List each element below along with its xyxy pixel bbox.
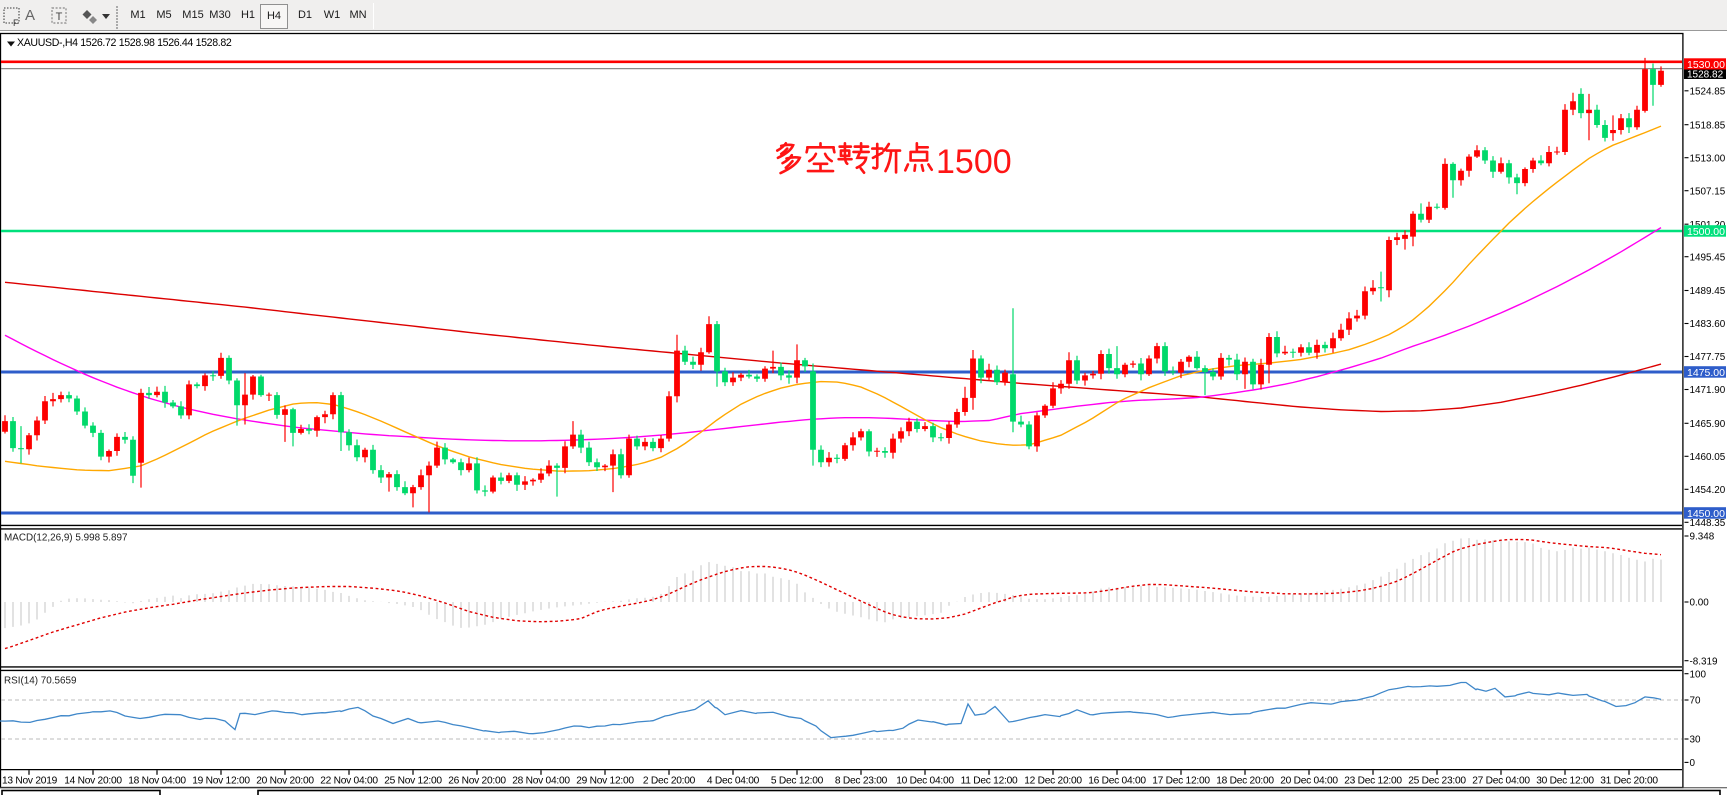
svg-text:T: T: [56, 11, 63, 23]
svg-text:1524.85: 1524.85: [1690, 86, 1726, 97]
svg-text:70: 70: [1690, 696, 1701, 707]
svg-text:23 Dec 12:00: 23 Dec 12:00: [1344, 776, 1402, 787]
svg-text:1500.00: 1500.00: [1687, 226, 1725, 238]
svg-text:1448.35: 1448.35: [1690, 518, 1726, 529]
svg-text:1518.85: 1518.85: [1690, 120, 1726, 131]
svg-text:28 Nov 04:00: 28 Nov 04:00: [512, 776, 570, 787]
svg-text:1465.90: 1465.90: [1690, 419, 1726, 430]
svg-text:1507.15: 1507.15: [1690, 186, 1726, 197]
svg-text:1528.82: 1528.82: [1687, 70, 1724, 81]
svg-text:10 Dec 04:00: 10 Dec 04:00: [896, 776, 954, 787]
svg-text:25 Nov 12:00: 25 Nov 12:00: [384, 776, 442, 787]
svg-text:4 Dec 04:00: 4 Dec 04:00: [707, 776, 760, 787]
svg-text:29 Nov 12:00: 29 Nov 12:00: [576, 776, 634, 787]
svg-text:1530.00: 1530.00: [1687, 59, 1725, 71]
svg-text:18 Nov 04:00: 18 Nov 04:00: [128, 776, 186, 787]
svg-text:F: F: [13, 18, 19, 27]
svg-text:11 Dec 12:00: 11 Dec 12:00: [961, 776, 1018, 787]
svg-text:1513.00: 1513.00: [1690, 153, 1726, 164]
svg-text:27 Dec 04:00: 27 Dec 04:00: [1472, 776, 1530, 787]
svg-text:100: 100: [1690, 669, 1707, 680]
svg-text:9.348: 9.348: [1690, 532, 1715, 543]
svg-text:1500: 1500: [936, 143, 1012, 181]
svg-text:31 Dec 20:00: 31 Dec 20:00: [1600, 776, 1658, 787]
svg-text:1489.45: 1489.45: [1690, 286, 1726, 297]
svg-text:30 Dec 12:00: 30 Dec 12:00: [1536, 776, 1594, 787]
svg-text:RSI(14) 70.5659: RSI(14) 70.5659: [4, 676, 77, 687]
svg-text:17 Dec 12:00: 17 Dec 12:00: [1152, 776, 1210, 787]
svg-text:22 Nov 04:00: 22 Nov 04:00: [320, 776, 378, 787]
svg-text:19 Nov 12:00: 19 Nov 12:00: [192, 776, 250, 787]
svg-text:XAUUSD-,H4 1526.72 1528.98 15: XAUUSD-,H4 1526.72 1528.98 1526.44 1528.…: [17, 37, 232, 49]
svg-text:5 Dec 12:00: 5 Dec 12:00: [771, 776, 824, 787]
svg-text:8 Dec 23:00: 8 Dec 23:00: [835, 776, 888, 787]
svg-text:25 Dec 23:00: 25 Dec 23:00: [1408, 776, 1466, 787]
svg-text:14 Nov 20:00: 14 Nov 20:00: [64, 776, 122, 787]
svg-text:12 Dec 20:00: 12 Dec 20:00: [1024, 776, 1082, 787]
svg-text:MACD(12,26,9) 5.998 5.897: MACD(12,26,9) 5.998 5.897: [4, 533, 128, 544]
svg-text:1471.90: 1471.90: [1690, 385, 1726, 396]
svg-text:1483.60: 1483.60: [1690, 319, 1726, 330]
svg-text:0: 0: [1690, 758, 1696, 769]
svg-text:0.00: 0.00: [1690, 598, 1710, 609]
svg-text:1495.45: 1495.45: [1690, 252, 1726, 263]
svg-text:1450.00: 1450.00: [1687, 508, 1725, 520]
svg-text:-8.319: -8.319: [1690, 656, 1719, 667]
svg-text:18 Dec 20:00: 18 Dec 20:00: [1216, 776, 1274, 787]
svg-text:1477.75: 1477.75: [1690, 352, 1726, 363]
svg-text:20 Nov 20:00: 20 Nov 20:00: [256, 776, 314, 787]
svg-text:2 Dec 20:00: 2 Dec 20:00: [643, 776, 696, 787]
svg-text:30: 30: [1690, 735, 1701, 746]
svg-text:20 Dec 04:00: 20 Dec 04:00: [1280, 776, 1338, 787]
svg-text:26 Nov 20:00: 26 Nov 20:00: [448, 776, 506, 787]
svg-text:16 Dec 04:00: 16 Dec 04:00: [1088, 776, 1146, 787]
svg-text:1475.00: 1475.00: [1687, 367, 1725, 379]
svg-text:1454.20: 1454.20: [1690, 485, 1726, 496]
svg-text:13 Nov 2019: 13 Nov 2019: [2, 776, 58, 787]
svg-text:1460.05: 1460.05: [1690, 452, 1726, 463]
